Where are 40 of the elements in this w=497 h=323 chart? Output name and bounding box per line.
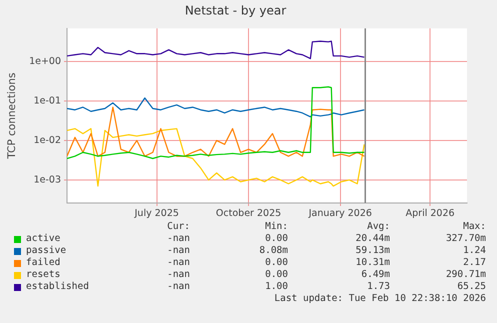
text: 20.44m <box>356 233 390 244</box>
text: Cur: <box>167 221 190 232</box>
text: Avg: <box>367 221 390 232</box>
text: 327.70m <box>446 233 486 244</box>
text: 1.73 <box>367 281 390 292</box>
legend-label: active <box>26 233 60 244</box>
text: 6.49m <box>361 269 390 280</box>
text: -nan <box>167 245 190 256</box>
text: Last update: Tue Feb 10 22:38:10 2026 <box>274 293 486 304</box>
legend-label: passive <box>26 245 66 256</box>
text: 59.13m <box>356 245 390 256</box>
text: -nan <box>167 281 190 292</box>
text: 10.31m <box>356 257 390 268</box>
y-tick-label: 1e+00 <box>29 56 61 68</box>
text: 0.00 <box>265 233 288 244</box>
text: -nan <box>167 257 190 268</box>
legend-label: resets <box>26 269 60 280</box>
text: 2.17 <box>463 257 486 268</box>
legend-label: established <box>26 281 89 292</box>
y-tick-label: 1e-03 <box>34 174 61 186</box>
x-tick-label: January 2026 <box>308 208 372 220</box>
x-tick-label: April 2026 <box>406 208 455 220</box>
text: Max: <box>463 221 486 232</box>
y-axis-title: TCP connections <box>6 72 18 160</box>
text: 65.25 <box>457 281 486 292</box>
text: 1.00 <box>265 281 288 292</box>
text: -nan <box>167 233 190 244</box>
x-tick-label: October 2025 <box>216 208 282 220</box>
x-tick-label: July 2025 <box>134 208 179 220</box>
text: 1.24 <box>463 245 486 256</box>
y-tick-label: 1e-02 <box>34 135 61 146</box>
y-tick-label: 1e-01 <box>34 96 61 107</box>
text: -nan <box>167 269 190 280</box>
text: Min: <box>265 221 288 232</box>
legend-label: failed <box>26 257 60 268</box>
text: 0.00 <box>265 269 288 280</box>
chart-title: Netstat - by year <box>184 3 286 18</box>
text: 8.08m <box>259 245 288 256</box>
text: 0.00 <box>265 257 288 268</box>
text: 290.71m <box>446 269 486 280</box>
